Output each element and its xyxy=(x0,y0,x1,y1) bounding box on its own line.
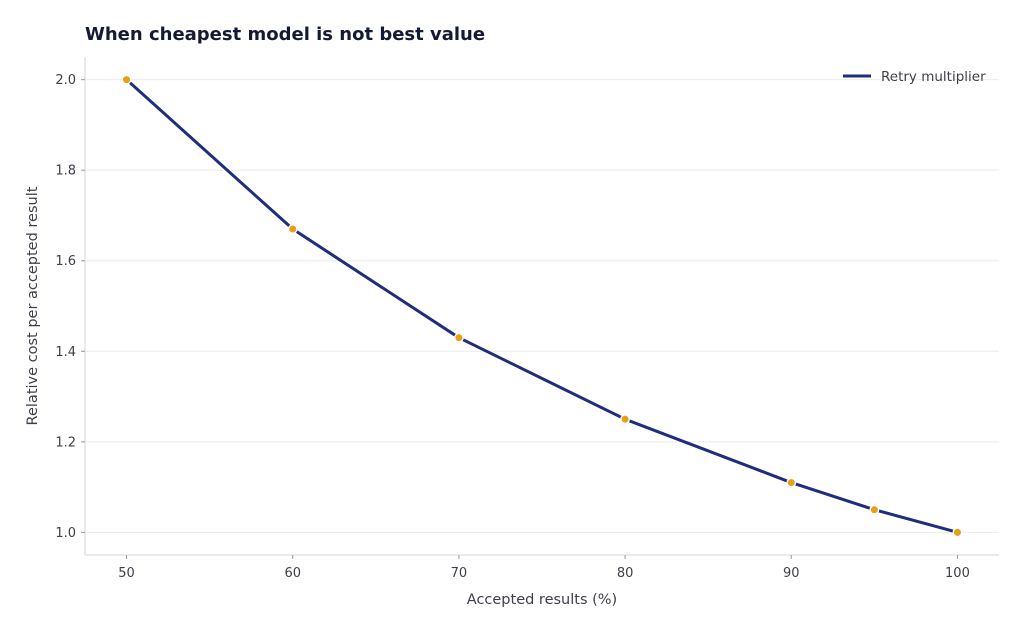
data-point xyxy=(287,224,298,234)
y-axis-ticks: 1.0 1.2 1.4 1.6 1.8 2.0 xyxy=(55,73,85,541)
data-point xyxy=(869,504,880,515)
x-axis-ticks: 50 60 70 80 90 100 xyxy=(118,555,970,581)
x-tick-label: 70 xyxy=(451,566,468,581)
x-tick-label: 60 xyxy=(284,566,301,581)
y-tick-label: 1.8 xyxy=(55,164,76,179)
x-axis-label: Accepted results (%) xyxy=(467,592,617,608)
x-tick-label: 50 xyxy=(118,566,135,581)
y-tick-label: 1.4 xyxy=(55,345,76,360)
data-point xyxy=(620,414,630,425)
x-tick-label: 80 xyxy=(617,566,634,581)
legend-label-retry-multiplier: Retry multiplier xyxy=(881,69,986,85)
chart-title: When cheapest model is not best value xyxy=(85,24,485,45)
y-tick-label: 1.2 xyxy=(55,435,76,450)
x-tick-label: 100 xyxy=(945,566,970,581)
grid-lines xyxy=(85,79,999,533)
series-line xyxy=(125,78,959,534)
y-tick-label: 1.6 xyxy=(55,254,76,269)
y-axis-label: Relative cost per accepted result xyxy=(25,186,41,425)
data-point xyxy=(121,74,132,85)
y-tick-label: 1.0 xyxy=(55,526,76,541)
legend: Retry multiplier xyxy=(843,69,986,85)
series-layer xyxy=(121,74,963,538)
data-point xyxy=(952,527,963,538)
data-point xyxy=(786,477,797,488)
x-tick-label: 90 xyxy=(783,566,800,581)
data-point xyxy=(454,332,464,343)
y-tick-label: 2.0 xyxy=(55,73,76,88)
